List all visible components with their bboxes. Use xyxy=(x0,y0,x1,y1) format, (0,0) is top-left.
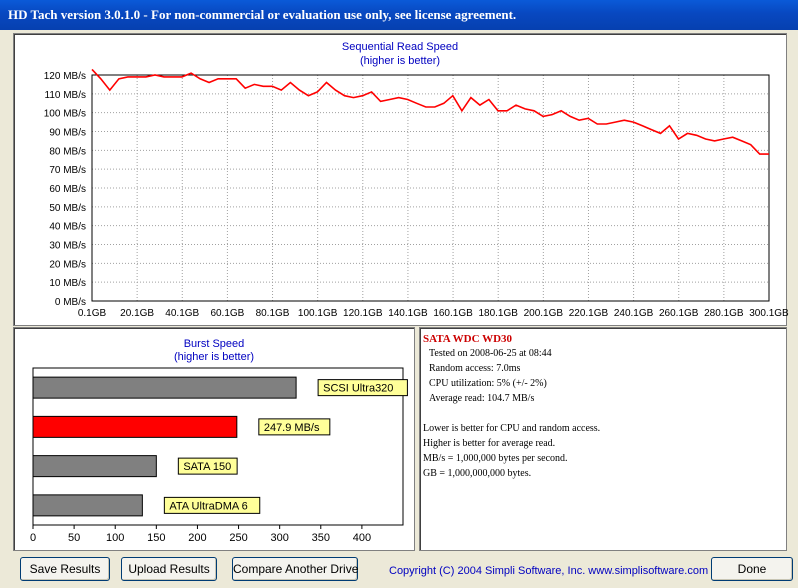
sequential-chart-title: Sequential Read Speed xyxy=(341,41,459,53)
x-tick-label: 80.1GB xyxy=(256,308,290,319)
copyright-link[interactable]: Copyright (C) 2004 Simpli Software, Inc.… xyxy=(389,565,709,577)
done-label: Done xyxy=(737,562,767,576)
bar-label: SCSI Ultra320 xyxy=(323,383,393,395)
x-tick-label: 60.1GB xyxy=(210,308,244,319)
x-tick-label: 120.1GB xyxy=(343,308,383,319)
x-tick-label: 200.1GB xyxy=(524,308,564,319)
burst-speed-chart: 0 50 100 150 200 250 300 350 400 SCSI Ultra320 247… xyxy=(30,367,408,544)
x-tick-label: 300 xyxy=(270,532,288,544)
bar-label-box xyxy=(258,418,331,436)
bar-label: 247.9 MB/s xyxy=(264,422,320,434)
x-tick-label: 280.1GB xyxy=(704,308,744,319)
upload-results-label: Upload Results xyxy=(128,562,210,576)
current-drive-bar xyxy=(32,415,238,438)
save-results-button[interactable]: Save Results xyxy=(20,557,110,581)
x-tick-label: 20.1GB xyxy=(120,308,154,319)
bar-label-box xyxy=(317,379,408,397)
note-cpu: Lower is better for CPU and random acces… xyxy=(423,423,601,434)
y-tick-label: 100 MB/s xyxy=(44,109,86,120)
burst-speed-panel: Burst Speed (higher is better) 0 50 100 150… xyxy=(13,327,415,551)
upload-results-button[interactable]: Upload Results xyxy=(121,557,217,581)
x-tick-label: 0 xyxy=(30,532,36,544)
sequential-read-panel: Sequential Read Speed (higher is better)… xyxy=(13,33,789,326)
x-tick-label: 300.1GB xyxy=(749,308,789,319)
window-title: HD Tach version 3.0.1.0 - For non-commer… xyxy=(8,7,517,22)
y-tick-label: 90 MB/s xyxy=(49,128,86,139)
save-results-label: Save Results xyxy=(29,562,101,576)
reference-bar xyxy=(32,376,297,399)
bar-label-box xyxy=(177,457,238,475)
x-tick-label: 50 xyxy=(68,532,80,544)
read-speed-series-line xyxy=(91,68,769,155)
note-mbs: MB/s = 1,000,000 bytes per second. xyxy=(423,453,568,464)
drive-info-panel: SATA WDC WD30 Tested on 2008-06-25 at 08… xyxy=(419,327,787,551)
y-tick-label: 110 MB/s xyxy=(45,90,87,101)
random-access: Random access: 7.0ms xyxy=(429,363,521,374)
x-tick-label: 240.1GB xyxy=(614,308,654,319)
x-tick-label: 400 xyxy=(353,532,371,544)
bar-label: SATA 150 xyxy=(183,461,231,473)
bar-label-box xyxy=(163,496,261,514)
sequential-chart-subtitle: (higher is better) xyxy=(359,55,441,67)
reference-bar xyxy=(32,455,157,478)
note-gb: GB = 1,000,000,000 bytes. xyxy=(423,468,532,479)
x-tick-label: 160.1GB xyxy=(433,308,473,319)
y-tick-label: 80 MB/s xyxy=(49,146,86,157)
x-tick-label: 0.1GB xyxy=(78,308,107,319)
y-tick-label: 50 MB/s xyxy=(49,203,86,214)
x-tick-label: 200 xyxy=(188,532,206,544)
x-tick-label: 40.1GB xyxy=(165,308,199,319)
x-tick-label: 350 xyxy=(312,532,330,544)
tested-date: Tested on 2008-06-25 at 08:44 xyxy=(429,348,552,359)
average-read: Average read: 104.7 MB/s xyxy=(429,393,535,404)
y-tick-label: 40 MB/s xyxy=(49,222,86,233)
x-tick-label: 100.1GB xyxy=(298,308,338,319)
y-tick-label: 120 MB/s xyxy=(44,71,86,82)
done-button[interactable]: Done xyxy=(711,557,793,581)
y-tick-label: 30 MB/s xyxy=(49,241,86,252)
y-tick-label: 70 MB/s xyxy=(49,165,86,176)
sequential-read-chart: 0 MB/s 10 MB/s 20 MB/s 30 MB/s 40 MB/s 50 MB/… xyxy=(44,68,789,319)
x-tick-label: 220.1GB xyxy=(569,308,609,319)
drive-name: SATA WDC WD30 xyxy=(423,333,513,345)
cpu-utilization: CPU utilization: 5% (+/- 2%) xyxy=(429,378,547,389)
plot-frame xyxy=(91,74,770,302)
bar-label: ATA UltraDMA 6 xyxy=(169,500,247,512)
burst-chart-title: Burst Speed xyxy=(183,338,245,350)
y-tick-label: 0 MB/s xyxy=(55,297,86,308)
compare-drive-button[interactable]: Compare Another Drive xyxy=(232,557,358,581)
compare-drive-label: Compare Another Drive xyxy=(233,562,359,576)
x-tick-label: 100 xyxy=(106,532,124,544)
y-tick-label: 20 MB/s xyxy=(49,259,86,270)
x-tick-label: 250 xyxy=(229,532,247,544)
x-tick-label: 140.1GB xyxy=(388,308,428,319)
burst-chart-subtitle: (higher is better) xyxy=(173,351,255,363)
note-average: Higher is better for average read. xyxy=(423,438,556,449)
x-tick-label: 260.1GB xyxy=(659,308,699,319)
x-tick-label: 150 xyxy=(147,532,165,544)
title-bar[interactable]: HD Tach version 3.0.1.0 - For non-commer… xyxy=(0,0,798,30)
y-tick-label: 10 MB/s xyxy=(49,278,86,289)
reference-bar xyxy=(32,494,143,517)
x-tick-label: 180.1GB xyxy=(478,308,518,319)
y-tick-label: 60 MB/s xyxy=(49,184,86,195)
